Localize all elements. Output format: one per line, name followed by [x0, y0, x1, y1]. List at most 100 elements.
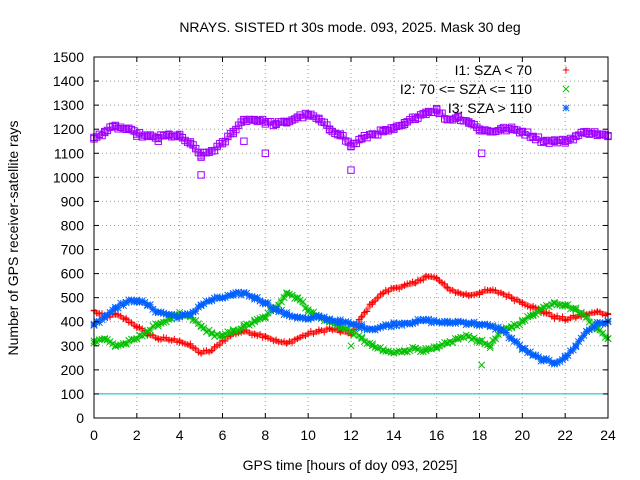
data-point	[596, 319, 604, 327]
data-point-anchor	[454, 335, 462, 343]
data-point-anchor	[218, 139, 227, 148]
data-point	[382, 321, 390, 329]
data-point	[213, 293, 221, 301]
x-tick-label: 12	[343, 427, 359, 443]
data-point	[317, 314, 326, 322]
data-point-anchor	[550, 298, 559, 307]
data-point-anchor	[133, 130, 141, 138]
data-point	[184, 341, 191, 348]
data-point-anchor	[518, 127, 527, 136]
data-point	[160, 309, 168, 317]
x-tick-label: 0	[90, 427, 98, 443]
data-point-anchor	[465, 332, 473, 340]
data-point-anchor	[294, 335, 301, 342]
data-point	[492, 287, 499, 294]
data-point	[195, 349, 202, 356]
data-point	[438, 319, 446, 327]
data-point-anchor	[165, 131, 173, 139]
data-point-anchor	[433, 344, 441, 352]
data-point-anchor	[111, 342, 119, 350]
data-point	[534, 353, 542, 361]
data-point	[478, 127, 486, 135]
data-point	[424, 107, 433, 116]
data-point-anchor	[454, 289, 462, 297]
data-point	[114, 304, 122, 312]
data-point-anchor	[368, 325, 376, 333]
data-point-anchor	[583, 327, 591, 335]
x-tick-label: 8	[261, 427, 269, 443]
outlier-i2	[347, 342, 355, 350]
data-point	[492, 335, 500, 343]
data-point	[545, 309, 553, 316]
data-point-anchor	[186, 310, 194, 319]
data-point	[278, 338, 285, 346]
data-point	[430, 273, 438, 281]
data-point-anchor	[497, 289, 505, 297]
legend-label: I1: SZA < 70	[455, 62, 533, 78]
data-point	[253, 117, 262, 126]
data-point-anchor	[550, 137, 559, 145]
data-point	[128, 319, 135, 326]
data-point	[558, 356, 567, 364]
data-point-anchor	[486, 127, 494, 136]
data-point-anchor	[529, 304, 537, 311]
y-tick-label: 200	[61, 362, 85, 378]
data-point	[301, 109, 310, 118]
data-point-anchor	[475, 125, 484, 133]
data-point-anchor	[154, 320, 162, 328]
data-point-anchor	[508, 294, 515, 301]
data-point-anchor	[186, 139, 195, 148]
data-point	[515, 129, 524, 137]
data-point-anchor	[240, 322, 248, 331]
data-point-anchor	[272, 120, 280, 129]
data-point	[181, 340, 189, 348]
data-point	[280, 117, 288, 126]
data-point	[285, 117, 294, 126]
data-point	[363, 326, 371, 334]
data-point-anchor	[390, 284, 398, 292]
data-point	[409, 320, 417, 328]
data-point-anchor	[561, 301, 569, 309]
data-point	[334, 319, 342, 327]
data-point	[342, 325, 350, 333]
data-point	[205, 148, 213, 156]
data-point	[580, 331, 588, 339]
outlier-total	[154, 137, 162, 145]
x-tick-label: 10	[300, 427, 316, 443]
data-point-anchor	[111, 303, 119, 311]
data-point	[524, 349, 532, 357]
data-point-anchor	[261, 313, 269, 321]
data-point-anchor	[572, 306, 580, 314]
data-point-anchor	[465, 319, 473, 327]
data-point-anchor	[594, 308, 601, 316]
data-point	[425, 315, 433, 323]
data-point	[240, 321, 248, 329]
data-point	[374, 324, 382, 332]
data-point-anchor	[326, 325, 333, 333]
y-tick-label: 900	[61, 193, 85, 209]
data-point	[371, 326, 379, 334]
data-point	[341, 137, 350, 145]
data-point	[135, 331, 144, 339]
data-point-anchor	[476, 289, 483, 297]
data-point	[321, 329, 328, 336]
data-point	[291, 294, 299, 302]
data-point-anchor	[197, 322, 205, 331]
data-point	[559, 313, 566, 320]
data-point-anchor	[197, 349, 205, 357]
data-point	[237, 118, 245, 126]
data-point	[344, 138, 353, 146]
data-point	[323, 121, 331, 129]
data-point	[451, 114, 460, 122]
y-tick-label: 800	[61, 217, 85, 233]
data-point	[513, 338, 521, 346]
data-point-anchor	[379, 127, 387, 136]
y-tick-label: 1500	[53, 49, 84, 65]
data-point-anchor	[218, 332, 227, 340]
data-point-anchor	[593, 130, 601, 138]
data-point	[489, 286, 497, 293]
data-point	[114, 125, 122, 133]
data-point	[449, 318, 457, 326]
data-point-anchor	[412, 280, 419, 287]
data-point-anchor	[529, 351, 537, 359]
